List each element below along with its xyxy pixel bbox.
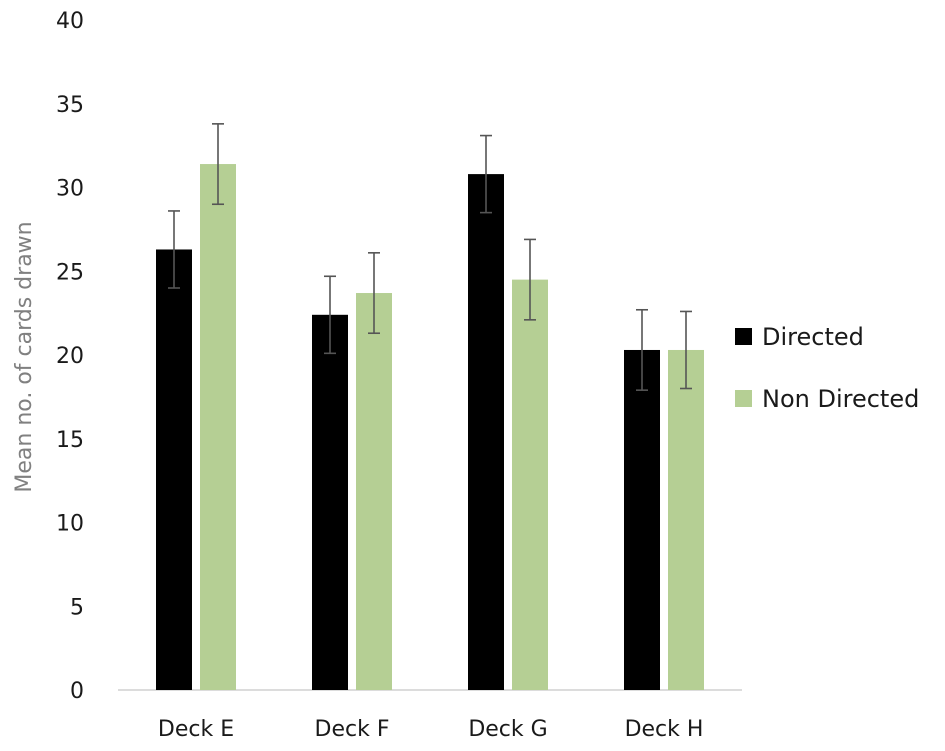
y-tick-label: 5 xyxy=(70,595,84,620)
legend-label: Non Directed xyxy=(762,385,919,413)
x-category-label: Deck E xyxy=(158,717,234,742)
legend-label: Directed xyxy=(762,323,864,351)
x-category-label: Deck H xyxy=(625,717,704,742)
error-bar xyxy=(680,310,692,390)
bar-directed xyxy=(624,349,660,690)
error-bar xyxy=(636,308,648,391)
legend-swatch xyxy=(735,390,752,407)
error-bar xyxy=(480,134,492,214)
y-tick-label: 25 xyxy=(56,260,84,285)
y-tick-label: 35 xyxy=(56,93,84,118)
bar-non-directed xyxy=(356,293,392,690)
y-tick-label: 0 xyxy=(70,679,84,704)
y-tick-label: 15 xyxy=(56,428,84,453)
y-tick-label: 40 xyxy=(56,9,84,34)
error-bar xyxy=(368,252,380,335)
bar-non-directed xyxy=(512,279,548,690)
y-tick-label: 20 xyxy=(56,344,84,369)
legend: Directed Non Directed xyxy=(735,323,919,413)
error-bar xyxy=(524,238,536,321)
error-bar xyxy=(168,210,180,289)
bar-non-directed xyxy=(200,164,236,691)
y-tick-label: 10 xyxy=(56,512,84,537)
bar-directed xyxy=(156,249,192,690)
error-bars-group xyxy=(168,123,692,391)
y-axis-label: Mean no. of cards drawn xyxy=(12,221,37,492)
y-tick-label: 30 xyxy=(56,177,84,202)
error-bar xyxy=(212,123,224,206)
y-axis-tick-labels: 0 5 10 15 20 25 30 35 40 xyxy=(56,9,84,704)
bars-group xyxy=(156,164,704,691)
bar-directed xyxy=(468,174,504,691)
x-category-label: Deck G xyxy=(468,717,547,742)
x-axis-category-labels: Deck E Deck F Deck G Deck H xyxy=(158,717,704,742)
bar-directed xyxy=(312,314,348,690)
bar-non-directed xyxy=(668,349,704,690)
legend-swatch xyxy=(735,328,752,345)
x-category-label: Deck F xyxy=(315,717,390,742)
error-bar xyxy=(324,275,336,355)
